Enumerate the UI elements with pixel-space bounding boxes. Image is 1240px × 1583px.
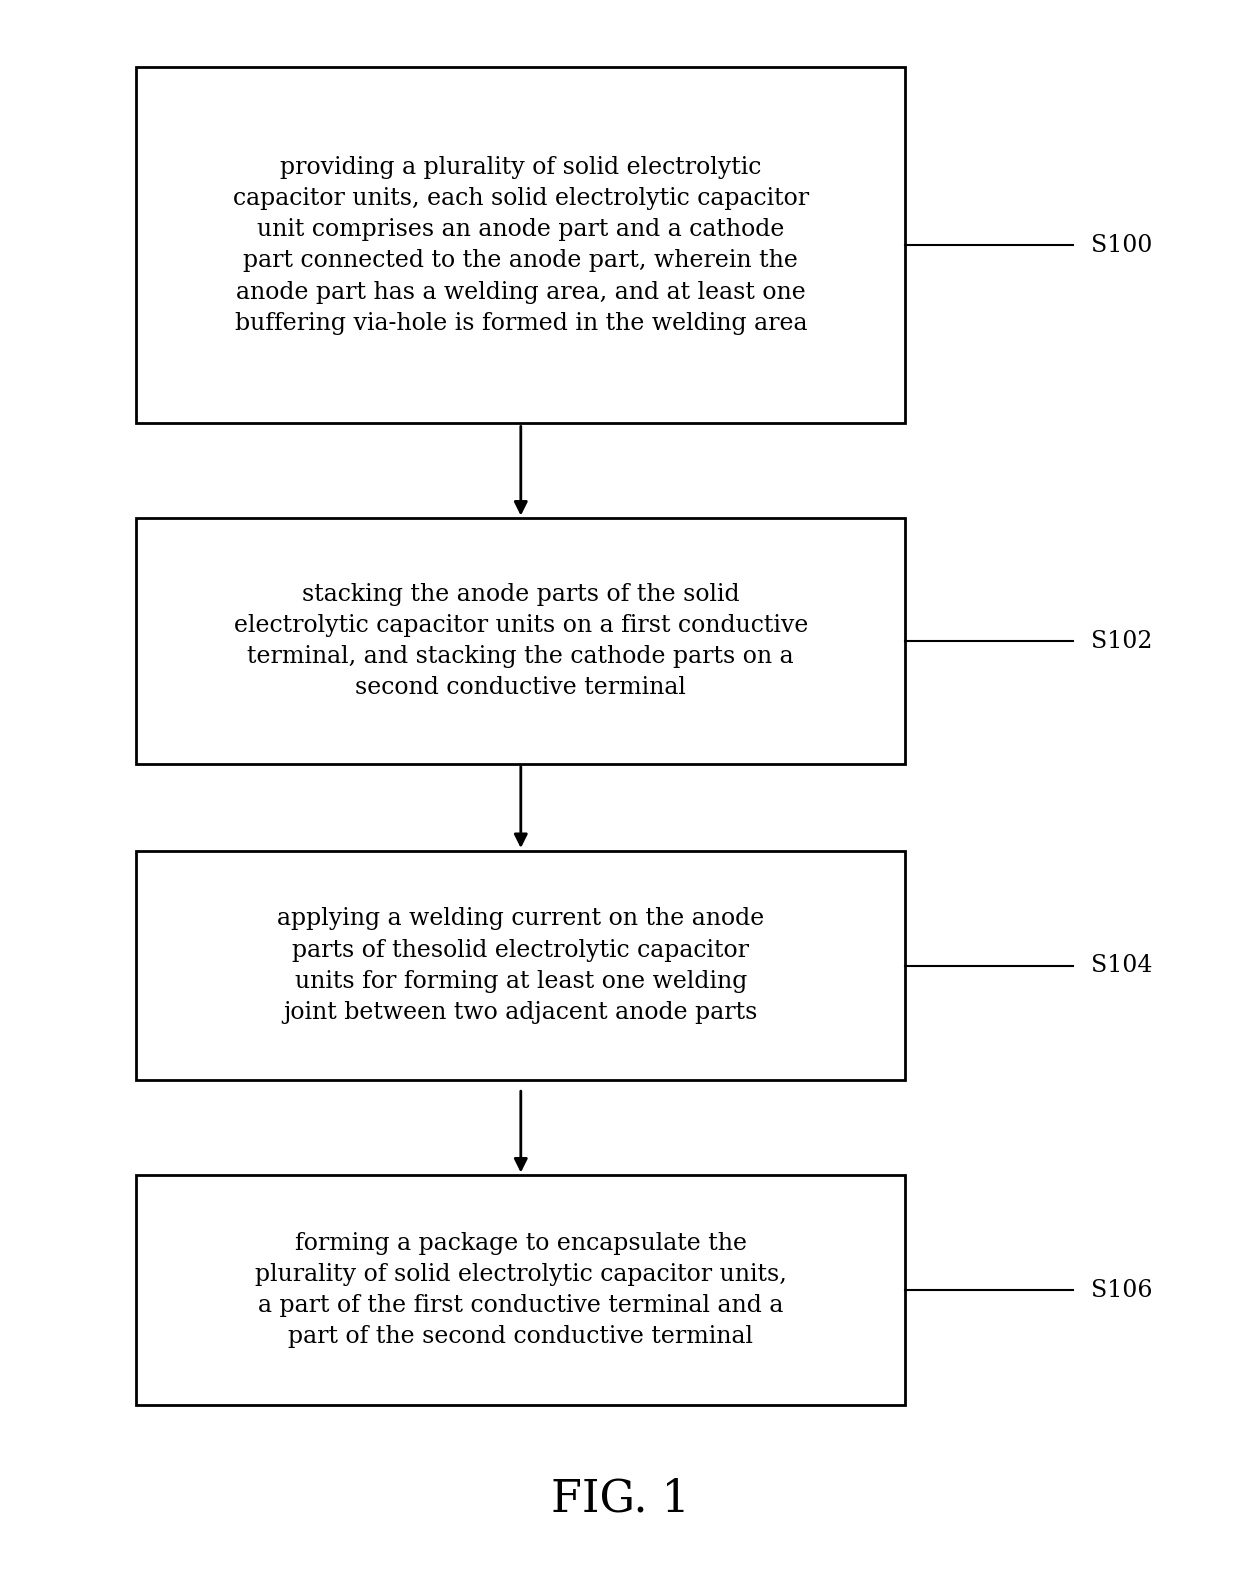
Bar [136, 1175, 905, 1406]
Text: S106: S106 [1091, 1279, 1153, 1301]
Text: S102: S102 [1091, 630, 1153, 652]
Text: S104: S104 [1091, 955, 1153, 977]
Bar [136, 852, 905, 1080]
Text: stacking the anode parts of the solid
electrolytic capacitor units on a first co: stacking the anode parts of the solid el… [233, 583, 808, 700]
Text: forming a package to encapsulate the
plurality of solid electrolytic capacitor u: forming a package to encapsulate the plu… [255, 1232, 786, 1349]
Bar [136, 68, 905, 424]
Bar [136, 519, 905, 765]
Text: FIG. 1: FIG. 1 [551, 1477, 689, 1521]
Text: applying a welding current on the anode
parts of thesolid electrolytic capacitor: applying a welding current on the anode … [278, 907, 764, 1024]
Text: providing a plurality of solid electrolytic
capacitor units, each solid electrol: providing a plurality of solid electroly… [233, 157, 808, 334]
Text: S100: S100 [1091, 234, 1152, 256]
